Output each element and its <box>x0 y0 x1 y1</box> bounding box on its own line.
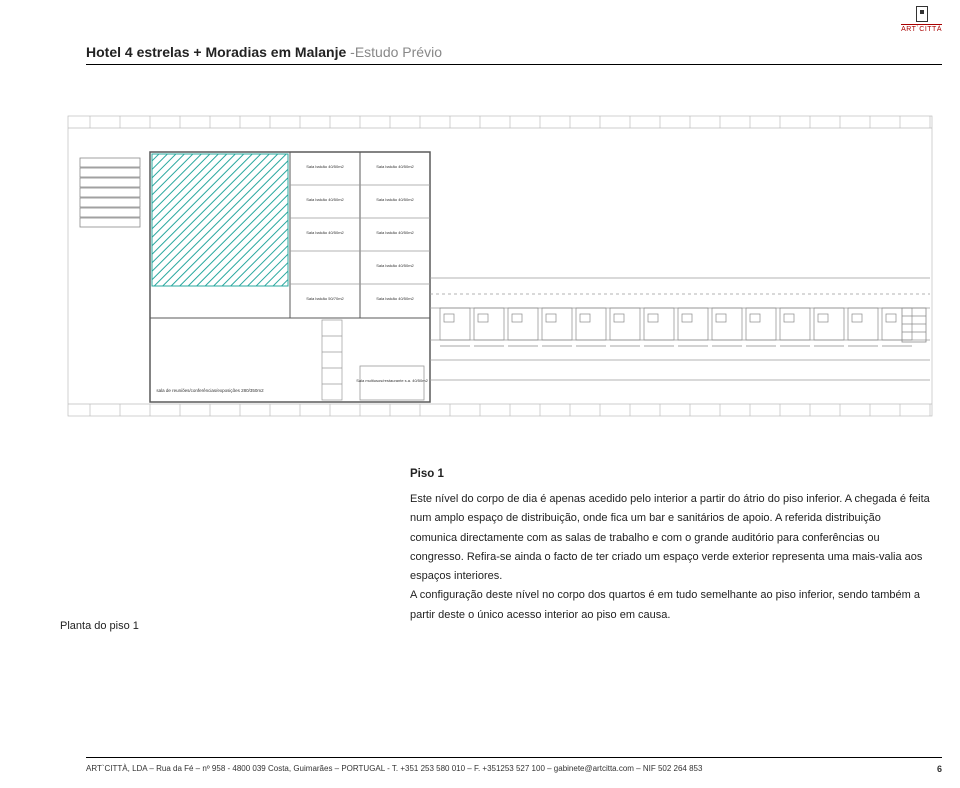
logo-text: ART`CITTÀ <box>901 24 942 33</box>
plan-caption: Planta do piso 1 <box>60 620 139 632</box>
svg-text:Sala balcão 40/50m2: Sala balcão 40/50m2 <box>376 263 414 268</box>
floor-plan: Sala balcão 40/50m2 Sala balcão 40/50m2 Sa… <box>60 108 940 438</box>
svg-text:Sala balcão 40/50m2: Sala balcão 40/50m2 <box>376 296 414 301</box>
svg-text:Sala balcão 40/50m2: Sala balcão 40/50m2 <box>306 164 344 169</box>
brand-logo: ART`CITTÀ <box>901 6 942 33</box>
footer: ART`CITTÀ, LDA – Rua da Fé – nº 958 - 48… <box>86 764 942 774</box>
svg-text:Sala balcão 40/50m2: Sala balcão 40/50m2 <box>376 164 414 169</box>
title-rule <box>86 64 942 65</box>
svg-text:Sala balcão 40/50m2: Sala balcão 40/50m2 <box>306 197 344 202</box>
page-title: Hotel 4 estrelas + Moradias em Malanje -… <box>86 44 442 60</box>
svg-text:Sala balcão 40/50m2: Sala balcão 40/50m2 <box>306 230 344 235</box>
svg-text:Sala multiusos/restaurante s.a: Sala multiusos/restaurante s.a. 40/50m2 <box>356 378 428 383</box>
floor-plan-svg: Sala balcão 40/50m2 Sala balcão 40/50m2 Sa… <box>60 108 940 438</box>
logo-glyph <box>916 6 928 22</box>
svg-text:Sala balcão 50/70m2: Sala balcão 50/70m2 <box>306 296 344 301</box>
page-number: 6 <box>937 764 942 774</box>
paragraph-1: Este nível do corpo de dia é apenas aced… <box>410 490 930 586</box>
footer-text: ART`CITTÀ, LDA – Rua da Fé – nº 958 - 48… <box>86 764 702 774</box>
paragraph-2: A configuração deste nível no corpo dos … <box>410 586 930 625</box>
body-text: Piso 1 Este nível do corpo de dia é apen… <box>410 464 930 625</box>
svg-text:sala de reuniões/conferências/: sala de reuniões/conferências/exposições… <box>156 388 264 393</box>
title-main: Hotel 4 estrelas + Moradias em Malanje <box>86 44 350 60</box>
svg-text:Sala balcão 40/50m2: Sala balcão 40/50m2 <box>376 230 414 235</box>
section-heading: Piso 1 <box>410 464 930 484</box>
title-sub: -Estudo Prévio <box>350 44 442 60</box>
footer-rule <box>86 757 942 758</box>
svg-text:Sala balcão 40/50m2: Sala balcão 40/50m2 <box>376 197 414 202</box>
